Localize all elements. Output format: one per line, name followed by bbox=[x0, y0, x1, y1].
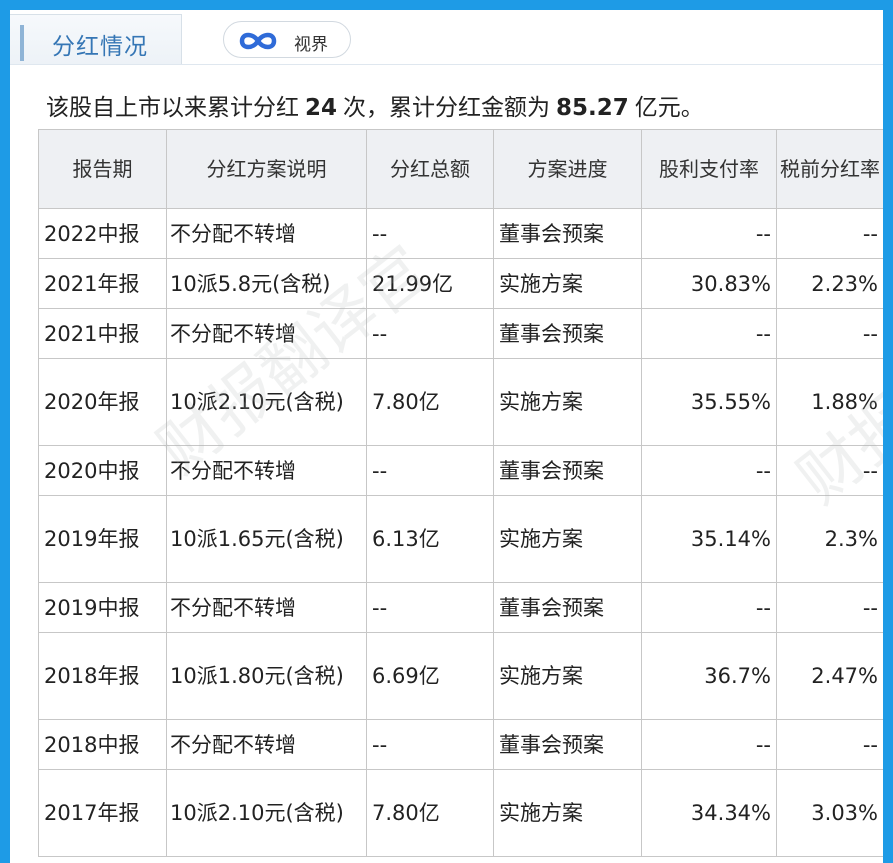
cell-progress: 实施方案 bbox=[493, 632, 642, 720]
summary-prefix: 该股自上市以来累计分红 bbox=[46, 95, 299, 121]
shijie-button[interactable]: 视界 bbox=[223, 21, 351, 58]
cell-total: -- bbox=[366, 582, 494, 633]
cell-yield: -- bbox=[776, 582, 883, 633]
table-row: 2021中报 不分配不转增 -- 董事会预案 -- -- bbox=[38, 308, 883, 359]
tab-dividend[interactable]: 分红情况 bbox=[10, 14, 182, 64]
cell-progress: 董事会预案 bbox=[493, 208, 642, 259]
summary-suffix: 亿元。 bbox=[634, 95, 704, 121]
cell-plan: 10派1.80元(含税) bbox=[166, 632, 367, 720]
cell-yield: -- bbox=[776, 308, 883, 359]
cell-progress: 实施方案 bbox=[493, 769, 642, 857]
header-plan-description[interactable]: 分红方案说明 bbox=[166, 129, 367, 209]
cell-period: 2018中报 bbox=[38, 719, 167, 770]
cell-payout: -- bbox=[641, 719, 777, 770]
dividend-summary: 该股自上市以来累计分红 24 次，累计分红金额为 85.27 亿元。 bbox=[46, 88, 704, 122]
cell-plan: 不分配不转增 bbox=[166, 308, 367, 359]
dividend-panel: 分红情况 视界 该股自上市以来累计分红 24 次，累计分红金额为 85.27 亿元。 报… bbox=[10, 10, 883, 863]
cell-total: 21.99亿 bbox=[366, 258, 494, 309]
cell-progress: 实施方案 bbox=[493, 358, 642, 446]
cell-period: 2021中报 bbox=[38, 308, 167, 359]
cell-payout: 35.55% bbox=[641, 358, 777, 446]
cell-yield: 1.88% bbox=[776, 358, 883, 446]
table-row: 2019中报 不分配不转增 -- 董事会预案 -- -- bbox=[38, 582, 883, 633]
cell-plan: 不分配不转增 bbox=[166, 719, 367, 770]
cell-plan: 10派2.10元(含税) bbox=[166, 358, 367, 446]
table-header-row: 报告期 分红方案说明 分红总额 方案进度 股利支付率 税前分红率 bbox=[38, 129, 883, 209]
cell-period: 2021年报 bbox=[38, 258, 167, 309]
cell-payout: 30.83% bbox=[641, 258, 777, 309]
table-row: 2018中报 不分配不转增 -- 董事会预案 -- -- bbox=[38, 719, 883, 770]
cell-total: -- bbox=[366, 308, 494, 359]
cell-plan: 不分配不转增 bbox=[166, 208, 367, 259]
cell-yield: 2.3% bbox=[776, 495, 883, 583]
cell-payout: -- bbox=[641, 445, 777, 496]
cell-total: 7.80亿 bbox=[366, 358, 494, 446]
cell-yield: -- bbox=[776, 208, 883, 259]
cell-total: 6.13亿 bbox=[366, 495, 494, 583]
cell-period: 2018年报 bbox=[38, 632, 167, 720]
cell-yield: 2.47% bbox=[776, 632, 883, 720]
shijie-label: 视界 bbox=[294, 35, 328, 55]
cell-progress: 董事会预案 bbox=[493, 719, 642, 770]
cell-period: 2017年报 bbox=[38, 769, 167, 857]
header-payout-ratio[interactable]: 股利支付率 bbox=[641, 129, 777, 209]
tab-accent-bar bbox=[20, 25, 24, 61]
cell-progress: 实施方案 bbox=[493, 258, 642, 309]
cell-plan: 10派2.10元(含税) bbox=[166, 769, 367, 857]
dividend-count: 24 bbox=[305, 95, 338, 121]
table-row: 2022中报 不分配不转增 -- 董事会预案 -- -- bbox=[38, 208, 883, 259]
cell-plan: 10派1.65元(含税) bbox=[166, 495, 367, 583]
cell-period: 2019年报 bbox=[38, 495, 167, 583]
cell-period: 2019中报 bbox=[38, 582, 167, 633]
cell-payout: 36.7% bbox=[641, 632, 777, 720]
cell-payout: -- bbox=[641, 582, 777, 633]
cell-payout: 34.34% bbox=[641, 769, 777, 857]
cell-period: 2022中报 bbox=[38, 208, 167, 259]
cell-yield: 3.03% bbox=[776, 769, 883, 857]
cell-total: -- bbox=[366, 445, 494, 496]
summary-middle: 次，累计分红金额为 bbox=[343, 95, 551, 121]
cell-total: 6.69亿 bbox=[366, 632, 494, 720]
cell-payout: -- bbox=[641, 308, 777, 359]
cell-yield: -- bbox=[776, 719, 883, 770]
cell-progress: 实施方案 bbox=[493, 495, 642, 583]
table-row: 2017年报 10派2.10元(含税) 7.80亿 实施方案 34.34% 3.… bbox=[38, 769, 883, 857]
dividend-amount: 85.27 bbox=[556, 95, 629, 121]
table-row: 2018年报 10派1.80元(含税) 6.69亿 实施方案 36.7% 2.4… bbox=[38, 632, 883, 720]
cell-period: 2020年报 bbox=[38, 358, 167, 446]
infinity-icon bbox=[239, 32, 277, 50]
cell-yield: -- bbox=[776, 445, 883, 496]
cell-progress: 董事会预案 bbox=[493, 308, 642, 359]
tab-bar: 分红情况 视界 bbox=[10, 10, 883, 65]
cell-total: -- bbox=[366, 719, 494, 770]
header-pretax-yield[interactable]: 税前分红率 bbox=[776, 129, 883, 209]
cell-total: 7.80亿 bbox=[366, 769, 494, 857]
table-row: 2020中报 不分配不转增 -- 董事会预案 -- -- bbox=[38, 445, 883, 496]
table-row: 2021年报 10派5.8元(含税) 21.99亿 实施方案 30.83% 2.… bbox=[38, 258, 883, 309]
tab-title: 分红情况 bbox=[52, 34, 148, 60]
cell-total: -- bbox=[366, 208, 494, 259]
cell-yield: 2.23% bbox=[776, 258, 883, 309]
table-row: 2020年报 10派2.10元(含税) 7.80亿 实施方案 35.55% 1.… bbox=[38, 358, 883, 446]
cell-payout: -- bbox=[641, 208, 777, 259]
cell-plan: 不分配不转增 bbox=[166, 445, 367, 496]
header-total-dividend[interactable]: 分红总额 bbox=[366, 129, 494, 209]
cell-progress: 董事会预案 bbox=[493, 445, 642, 496]
cell-plan: 不分配不转增 bbox=[166, 582, 367, 633]
table-row: 2019年报 10派1.65元(含税) 6.13亿 实施方案 35.14% 2.… bbox=[38, 495, 883, 583]
cell-payout: 35.14% bbox=[641, 495, 777, 583]
dividend-table: 报告期 分红方案说明 分红总额 方案进度 股利支付率 税前分红率 2022中报 … bbox=[38, 129, 883, 857]
header-report-period[interactable]: 报告期 bbox=[38, 129, 167, 209]
cell-progress: 董事会预案 bbox=[493, 582, 642, 633]
header-plan-progress[interactable]: 方案进度 bbox=[493, 129, 642, 209]
cell-period: 2020中报 bbox=[38, 445, 167, 496]
cell-plan: 10派5.8元(含税) bbox=[166, 258, 367, 309]
